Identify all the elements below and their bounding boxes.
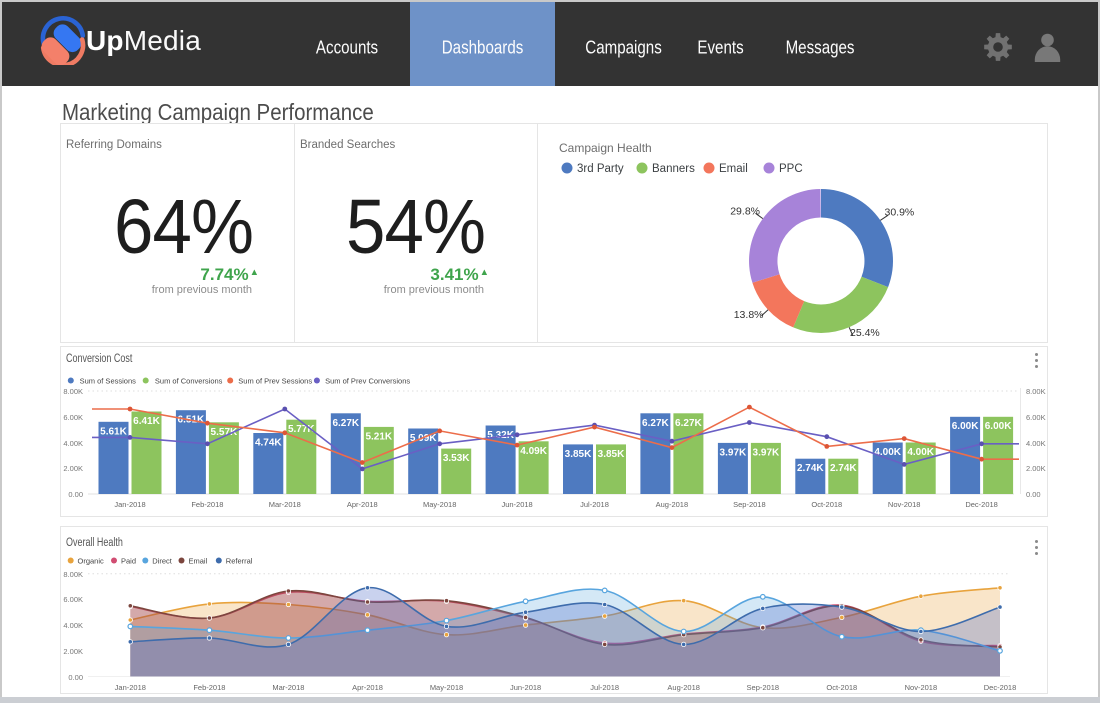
svg-text:6.27K: 6.27K (332, 418, 359, 429)
svg-text:May-2018: May-2018 (423, 500, 456, 509)
svg-text:Nov-2018: Nov-2018 (888, 500, 921, 509)
svg-text:Aug-2018: Aug-2018 (656, 500, 689, 509)
svg-text:4.00K: 4.00K (63, 439, 83, 448)
svg-text:Sum of Sessions: Sum of Sessions (80, 377, 137, 386)
svg-text:6.00K: 6.00K (63, 595, 83, 604)
svg-text:8.00K: 8.00K (1026, 387, 1046, 396)
svg-text:6.00K: 6.00K (63, 413, 83, 422)
svg-text:29.8%: 29.8% (730, 206, 760, 218)
svg-text:Mar-2018: Mar-2018 (269, 500, 301, 509)
svg-text:Oct-2018: Oct-2018 (826, 683, 857, 692)
svg-text:May-2018: May-2018 (430, 683, 463, 692)
svg-text:Sep-2018: Sep-2018 (747, 683, 780, 692)
svg-text:Jul-2018: Jul-2018 (580, 500, 609, 509)
svg-text:8.00K: 8.00K (63, 570, 83, 579)
svg-text:4.74K: 4.74K (255, 438, 282, 449)
svg-text:30.9%: 30.9% (885, 207, 915, 219)
svg-text:2.00K: 2.00K (63, 464, 83, 473)
svg-text:6.00K: 6.00K (985, 421, 1012, 432)
svg-text:4.09K: 4.09K (520, 446, 547, 457)
svg-text:2.00K: 2.00K (1026, 464, 1046, 473)
svg-text:Email: Email (719, 163, 748, 175)
svg-text:3.97K: 3.97K (753, 447, 780, 458)
svg-text:3.85K: 3.85K (598, 449, 625, 460)
svg-text:3.53K: 3.53K (443, 453, 470, 464)
svg-text:Aug-2018: Aug-2018 (667, 683, 700, 692)
svg-text:4.00K: 4.00K (63, 621, 83, 630)
svg-text:6.41K: 6.41K (133, 416, 160, 427)
svg-text:Sep-2018: Sep-2018 (733, 500, 766, 509)
svg-text:Jul-2018: Jul-2018 (590, 683, 619, 692)
svg-text:5.77K: 5.77K (288, 424, 315, 435)
svg-text:5.57K: 5.57K (211, 427, 238, 438)
svg-text:2.74K: 2.74K (830, 463, 857, 474)
svg-text:Dec-2018: Dec-2018 (984, 683, 1017, 692)
svg-text:3.85K: 3.85K (565, 449, 592, 460)
svg-text:0.00: 0.00 (68, 673, 83, 682)
svg-text:Sum of Prev Sessions: Sum of Prev Sessions (238, 377, 312, 386)
svg-text:Jan-2018: Jan-2018 (115, 683, 146, 692)
svg-text:Mar-2018: Mar-2018 (272, 683, 304, 692)
svg-text:Oct-2018: Oct-2018 (811, 500, 842, 509)
svg-text:5.21K: 5.21K (365, 431, 392, 442)
svg-text:Nov-2018: Nov-2018 (905, 683, 938, 692)
svg-text:2.74K: 2.74K (797, 463, 824, 474)
svg-text:Jan-2018: Jan-2018 (114, 500, 145, 509)
svg-text:0.00: 0.00 (1026, 490, 1041, 499)
svg-text:Feb-2018: Feb-2018 (191, 500, 223, 509)
svg-text:4.00K: 4.00K (907, 447, 934, 458)
svg-text:3rd Party: 3rd Party (577, 163, 624, 175)
svg-text:Feb-2018: Feb-2018 (193, 683, 225, 692)
svg-text:Apr-2018: Apr-2018 (347, 500, 378, 509)
svg-text:Organic: Organic (78, 557, 105, 566)
svg-text:8.00K: 8.00K (63, 387, 83, 396)
svg-text:Email: Email (189, 557, 208, 566)
svg-text:4.00K: 4.00K (1026, 439, 1046, 448)
svg-text:Jun-2018: Jun-2018 (501, 500, 532, 509)
svg-text:PPC: PPC (779, 163, 803, 175)
svg-text:Apr-2018: Apr-2018 (352, 683, 383, 692)
svg-text:Sum of Conversions: Sum of Conversions (155, 377, 223, 386)
svg-text:6.00K: 6.00K (952, 421, 979, 432)
svg-text:5.09K: 5.09K (410, 433, 437, 444)
svg-text:6.27K: 6.27K (675, 418, 702, 429)
svg-text:0.00: 0.00 (68, 490, 83, 499)
svg-text:Direct: Direct (152, 557, 173, 566)
svg-text:2.00K: 2.00K (63, 647, 83, 656)
svg-text:Dec-2018: Dec-2018 (965, 500, 998, 509)
svg-text:25.4%: 25.4% (850, 327, 880, 339)
svg-text:Jun-2018: Jun-2018 (510, 683, 541, 692)
svg-text:3.97K: 3.97K (720, 447, 747, 458)
svg-text:Sum of Prev Conversions: Sum of Prev Conversions (325, 377, 410, 386)
svg-text:4.00K: 4.00K (874, 447, 901, 458)
svg-text:6.00K: 6.00K (1026, 413, 1046, 422)
svg-text:5.32K: 5.32K (487, 430, 514, 441)
svg-text:5.61K: 5.61K (100, 426, 127, 437)
svg-text:Referral: Referral (226, 557, 253, 566)
svg-text:6.27K: 6.27K (642, 418, 669, 429)
svg-text:Banners: Banners (652, 163, 695, 175)
svg-text:Paid: Paid (121, 557, 136, 566)
svg-text:13.8%: 13.8% (734, 309, 764, 321)
